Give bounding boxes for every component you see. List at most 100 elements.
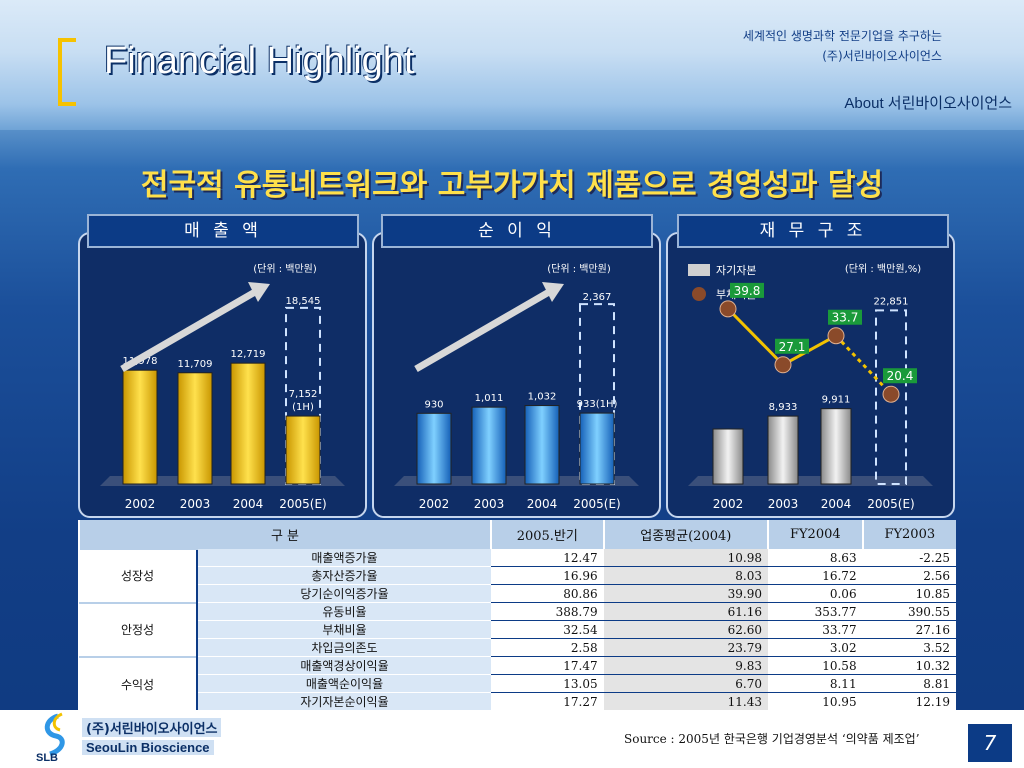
- debt-label-bg: [883, 368, 917, 384]
- financial-structure-chart-title: 재 무 구 조: [677, 214, 949, 248]
- x-tick-label: 2003: [768, 497, 799, 511]
- table-item-label: 부채비율: [196, 620, 491, 639]
- table-cell: 23.79: [603, 638, 769, 657]
- col-header-industry-avg: 업종평균(2004): [602, 520, 769, 549]
- table-cell: 12.47: [490, 549, 604, 567]
- table-cell: 17.27: [490, 692, 604, 711]
- bar: [285, 415, 321, 485]
- table-cell: 6.70: [603, 674, 769, 693]
- slb-logo-icon: SLB: [36, 712, 65, 762]
- equity-label: 9,911: [822, 395, 851, 406]
- about-link[interactable]: About 서린바이오사이언스: [844, 95, 1012, 112]
- data-label: 7,152: [289, 389, 318, 400]
- table-cell: 353.77: [768, 602, 863, 621]
- table-item-label: 매출액경상이익율: [196, 656, 491, 675]
- x-tick-label: 2005(E): [279, 497, 326, 511]
- page-title: Financial Highlight: [104, 40, 415, 82]
- data-label: 11,709: [178, 359, 213, 370]
- table-group-label: 수익성: [79, 655, 197, 711]
- source-note: Source : 2005년 한국은행 기업경영분석 ‘의약품 제조업’: [624, 732, 920, 746]
- chart-floor: [688, 476, 933, 486]
- table-cell: 17.47: [490, 656, 604, 675]
- bar: [416, 412, 452, 485]
- table-group-label: 안정성: [79, 601, 197, 657]
- table-cell: 11.43: [603, 692, 769, 711]
- bar: [471, 406, 507, 485]
- table-item-label: 자기자본순이익율: [196, 692, 491, 711]
- sales-chart: (단위 : 백만원)18,54511,97811,70912,7197,152(…: [78, 232, 367, 518]
- table-cell: 3.02: [768, 638, 863, 657]
- projected-label: 18,545: [286, 296, 321, 307]
- net-income-chart-title: 순 이 익: [381, 214, 653, 248]
- debt-label-bg: [775, 338, 809, 354]
- chart-floor: [394, 476, 639, 486]
- tagline-line2: (주)서린바이오사이언스: [822, 49, 942, 63]
- equity-bar: [712, 428, 744, 485]
- table-cell: 2.58: [490, 638, 604, 657]
- sales-chart-title: 매 출 액: [87, 214, 359, 248]
- legend-swatch-equity: [688, 264, 710, 276]
- data-label: 933(1H): [577, 399, 618, 410]
- bar: [230, 362, 266, 485]
- table-cell: 10.32: [862, 656, 956, 675]
- table-cell: 61.16: [603, 602, 769, 621]
- table-cell: 8.81: [862, 674, 956, 693]
- equity-label: 22,851: [874, 296, 909, 307]
- bar: [524, 405, 560, 485]
- data-label: (1H): [292, 402, 314, 413]
- equity-bar: [820, 408, 852, 485]
- table-cell: 62.60: [603, 620, 769, 639]
- title-bracket: [58, 38, 76, 106]
- data-label: 12,719: [231, 349, 266, 360]
- table-cell: 390.55: [862, 602, 956, 621]
- debt-label-bg: [828, 309, 862, 325]
- table-cell: 13.05: [490, 674, 604, 693]
- table-row: 부채비율 32.54 62.60 33.77 27.16: [79, 620, 956, 639]
- table-cell: 8.63: [768, 549, 863, 567]
- table-row: 수익성 매출액경상이익율 17.47 9.83 10.58 10.32: [79, 655, 956, 711]
- x-tick-label: 2002: [713, 497, 744, 511]
- debt-label: 20.4: [887, 369, 914, 383]
- equity-bar: [767, 415, 799, 485]
- slide-subtitle: 전국적 유통네트워크와 고부가가치 제품으로 경영성과 달성: [140, 168, 884, 203]
- x-tick-label: 2002: [419, 497, 450, 511]
- ratio-table: 구 분 2005.반기 업종평균(2004) FY2004 FY2003 성장성…: [78, 520, 956, 712]
- equity-label: 8,933: [769, 402, 798, 413]
- table-cell: 3.52: [862, 638, 956, 657]
- page-number: 7: [968, 724, 1012, 762]
- bar: [177, 372, 213, 485]
- debt-label-bg: [730, 282, 764, 298]
- x-tick-label: 2005(E): [573, 497, 620, 511]
- chart-floor: [100, 476, 345, 486]
- table-group-label: 성장성: [79, 548, 197, 603]
- bar: [579, 412, 615, 485]
- table-cell: 27.16: [862, 620, 956, 639]
- legend-label-equity: 자기자본: [716, 264, 756, 277]
- data-label: 1,032: [528, 392, 557, 403]
- table-cell: 39.90: [603, 584, 769, 603]
- ratio-table-grid: 구 분 2005.반기 업종평균(2004) FY2004 FY2003 성장성…: [78, 520, 956, 711]
- debt-label: 39.8: [734, 284, 761, 298]
- slb-logo-text: SLB: [36, 752, 58, 762]
- debt-line: [782, 334, 837, 367]
- legend-swatch-debt: [692, 287, 706, 301]
- col-header-fy2003: FY2003: [861, 520, 956, 549]
- col-header-category: 구 분: [78, 520, 491, 549]
- table-cell: 2.56: [862, 566, 956, 585]
- table-cell: 10.85: [862, 584, 956, 603]
- projected-equity-bar: [875, 309, 907, 485]
- table-cell: 9.83: [603, 656, 769, 675]
- table-cell: 12.19: [862, 692, 956, 711]
- company-name-en: SeouLin Bioscience: [82, 740, 214, 755]
- x-tick-label: 2002: [125, 497, 156, 511]
- table-item-label: 매출액순이익율: [196, 674, 491, 693]
- unit-label: (단위 : 백만원): [547, 262, 611, 275]
- x-tick-label: 2003: [474, 497, 505, 511]
- debt-line: [834, 334, 893, 396]
- table-row: 총자산증가율 16.96 8.03 16.72 2.56: [79, 566, 956, 585]
- col-header-2005h: 2005.반기: [489, 520, 604, 549]
- debt-point: [719, 300, 737, 318]
- unit-label: (단위 : 백만원): [253, 262, 317, 275]
- table-row: 차입금의존도 2.58 23.79 3.02 3.52: [79, 638, 956, 657]
- table-cell: 8.03: [603, 566, 769, 585]
